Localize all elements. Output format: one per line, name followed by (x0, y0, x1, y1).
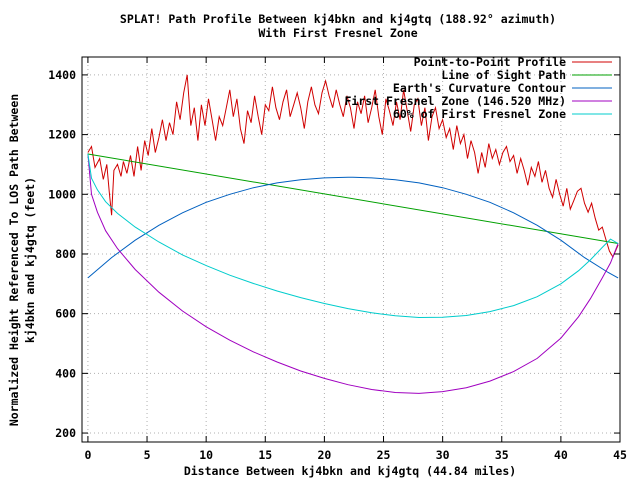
x-tick-label: 5 (144, 448, 151, 462)
series-line-1 (87, 74, 619, 259)
chart-subtitle: With First Fresnel Zone (258, 26, 417, 40)
y-tick-label: 1200 (48, 128, 76, 142)
y-axis-label: Normalized Height Referenced To LOS Path… (7, 94, 21, 426)
series-line-3 (87, 176, 619, 279)
chart-title: SPLAT! Path Profile Between kj4bkn and k… (120, 12, 556, 26)
x-tick-label: 35 (495, 448, 509, 462)
legend-label-2: Line of Sight Path (441, 68, 566, 82)
axis-ticks: 0 5 10 15 20 25 30 35 40 45 200 400 600 800 1000 1200 14… (48, 57, 627, 462)
legend-label-1: Point-to-Point Profile (414, 55, 566, 69)
x-tick-label: 10 (199, 448, 213, 462)
series-lines (87, 74, 619, 394)
x-tick-label: 0 (84, 448, 91, 462)
x-tick-label: 30 (436, 448, 450, 462)
y-tick-label: 1000 (48, 187, 76, 201)
y-tick-label: 1400 (48, 68, 76, 82)
plot-frame (81, 56, 621, 443)
legend-label-5: 60% of First Fresnel Zone (393, 107, 566, 121)
x-tick-label: 25 (377, 448, 391, 462)
y-tick-label: 200 (55, 426, 76, 440)
y-tick-label: 600 (55, 307, 76, 321)
x-tick-label: 45 (613, 448, 627, 462)
x-tick-label: 15 (258, 448, 272, 462)
y-tick-label: 800 (55, 247, 76, 261)
legend-label-4: First Fresnel Zone (146.520 MHz) (344, 94, 566, 108)
y-tick-label: 400 (55, 366, 76, 380)
series-line-5 (87, 153, 619, 319)
x-axis-label: Distance Between kj4bkn and kj4gtq (44.8… (184, 464, 516, 478)
series-line-2 (87, 153, 619, 244)
x-tick-label: 40 (554, 448, 568, 462)
legend-label-3: Earth's Curvature Contour (393, 81, 566, 95)
series-line-4 (87, 153, 619, 394)
x-tick-label: 20 (317, 448, 331, 462)
y-axis-label-line2: kj4bkn and kj4gtq (feet) (23, 177, 37, 343)
